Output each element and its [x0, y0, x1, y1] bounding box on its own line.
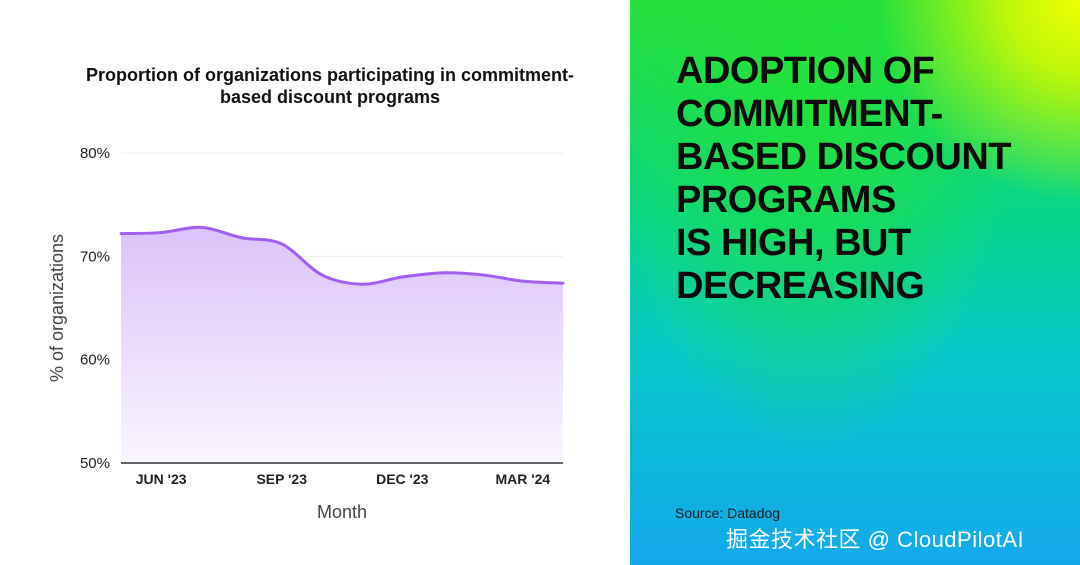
x-tick-label: JUN '23 [136, 471, 187, 487]
data-point [199, 225, 203, 229]
data-point [280, 242, 284, 246]
data-point [119, 232, 123, 236]
y-axis-label: % of organizations [47, 234, 67, 382]
area-chart: 80% 70% 60% 50% JUN '23 SEP '23 DEC '23 MAR '24… [47, 145, 565, 522]
series-line [120, 225, 564, 286]
y-tick-label: 50% [80, 455, 110, 472]
chart-panel: Proportion of organizations participatin… [47, 65, 574, 522]
y-tick-label: 70% [80, 248, 110, 265]
x-axis-label: Month [317, 502, 367, 522]
source-note: Source: Datadog [675, 505, 781, 521]
headline: ADOPTION OF COMMITMENT- BASED DISCOUNT P… [676, 50, 1012, 307]
data-point [521, 279, 525, 283]
series-area [121, 227, 563, 463]
data-point [159, 231, 163, 235]
data-point [400, 275, 404, 279]
watermark: 掘金技术社区 @ CloudPilotAI [726, 527, 1025, 552]
data-point [561, 281, 565, 285]
data-point [440, 271, 444, 275]
chart-title: Proportion of organizations participatin… [85, 65, 574, 107]
y-tick-label: 80% [80, 145, 110, 162]
data-point [360, 282, 364, 286]
data-point [320, 273, 324, 277]
data-point [240, 236, 244, 240]
data-point [481, 273, 485, 277]
headline-panel: ADOPTION OF COMMITMENT- BASED DISCOUNT P… [630, 0, 1080, 565]
y-tick-label: 60% [80, 352, 110, 369]
x-tick-label: SEP '23 [256, 471, 307, 487]
x-tick-label: DEC '23 [376, 471, 429, 487]
x-tick-label: MAR '24 [495, 471, 550, 487]
